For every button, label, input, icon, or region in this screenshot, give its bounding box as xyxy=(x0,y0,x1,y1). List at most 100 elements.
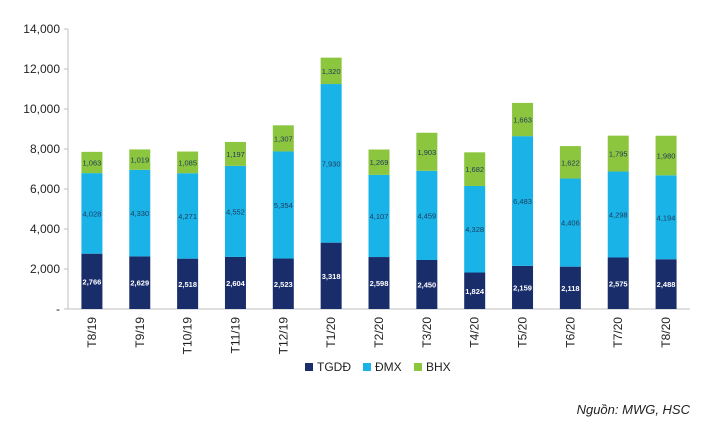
bar-tgdđ-T8-19 xyxy=(81,253,103,309)
data-label: 4,330 xyxy=(130,209,149,218)
y-tick-label: 14,000 xyxy=(23,22,60,36)
data-label: 4,271 xyxy=(178,212,197,221)
data-label: 4,328 xyxy=(465,225,484,234)
x-tick-label: T12/19 xyxy=(276,317,290,355)
bar-tgdđ-T4-20 xyxy=(464,272,486,309)
data-label: 2,629 xyxy=(130,279,149,288)
bar-tgdđ-T1-20 xyxy=(320,242,342,309)
legend-swatch-bhx xyxy=(414,363,422,371)
data-label: 1,307 xyxy=(274,134,293,143)
bar-tgdđ-T9-19 xyxy=(129,256,151,309)
x-tick-label: T4/20 xyxy=(468,317,482,348)
bar-bhx-T2-20 xyxy=(368,149,390,175)
data-label: 2,523 xyxy=(274,280,293,289)
bar-tgdđ-T3-20 xyxy=(416,260,438,309)
data-label: 4,552 xyxy=(226,207,245,216)
legend-label: TGDĐ xyxy=(317,360,351,374)
data-label: 1,795 xyxy=(609,150,628,159)
y-tick-label: 12,000 xyxy=(23,62,60,76)
data-label: 2,488 xyxy=(657,280,676,289)
x-tick-label: T11/19 xyxy=(228,317,242,354)
legend-swatch-tgdđ xyxy=(305,363,313,371)
bar-tgdđ-T2-20 xyxy=(368,257,390,309)
y-tick-label: 10,000 xyxy=(23,102,60,116)
data-label: 2,518 xyxy=(178,280,197,289)
bar-bhx-T1-20 xyxy=(320,57,342,85)
bar-bhx-T8-19 xyxy=(81,151,103,174)
legend-label: ĐMX xyxy=(375,360,402,374)
data-label: 2,575 xyxy=(609,279,628,288)
bar-đmx-T8-20 xyxy=(655,175,677,260)
data-label: 1,682 xyxy=(465,165,484,174)
bar-đmx-T10-19 xyxy=(177,173,199,259)
data-label: 3,318 xyxy=(322,272,341,281)
data-label: 2,450 xyxy=(417,281,436,290)
bar-đmx-T4-20 xyxy=(464,185,486,273)
x-tick-label: T5/20 xyxy=(516,317,530,348)
y-tick-label: - xyxy=(56,302,60,316)
data-label: 5,354 xyxy=(274,201,293,210)
bar-đmx-T12-19 xyxy=(272,151,294,259)
data-label: 4,107 xyxy=(370,212,389,221)
bar-tgdđ-T8-20 xyxy=(655,259,677,309)
x-tick-label: T8/20 xyxy=(659,317,673,348)
data-label: 6,483 xyxy=(513,197,532,206)
data-label: 4,298 xyxy=(609,211,628,220)
bar-đmx-T11-19 xyxy=(224,165,246,257)
bar-đmx-T2-20 xyxy=(368,174,390,258)
x-tick-label: T10/19 xyxy=(181,317,195,355)
bar-tgdđ-T12-19 xyxy=(272,258,294,309)
bar-bhx-T9-19 xyxy=(129,149,151,170)
x-tick-label: T6/20 xyxy=(563,317,577,348)
x-tick-label: T9/19 xyxy=(133,317,147,348)
legend-label: BHX xyxy=(426,360,451,374)
data-label: 1,663 xyxy=(513,116,532,125)
bar-bhx-T7-20 xyxy=(607,135,629,172)
bar-đmx-T1-20 xyxy=(320,84,342,243)
data-label: 1,085 xyxy=(178,158,197,167)
data-label: 2,598 xyxy=(370,279,389,288)
data-label: 1,019 xyxy=(130,156,149,165)
bar-bhx-T10-19 xyxy=(177,151,199,174)
data-label: 2,118 xyxy=(561,284,579,293)
data-label: 4,194 xyxy=(657,213,676,222)
bar-đmx-T7-20 xyxy=(607,171,629,258)
x-tick-label: T3/20 xyxy=(420,317,434,348)
bar-bhx-T3-20 xyxy=(416,132,438,171)
x-tick-label: T8/19 xyxy=(85,317,99,348)
data-label: 1,320 xyxy=(322,67,341,76)
data-label: 2,159 xyxy=(513,283,532,292)
bar-tgdđ-T5-20 xyxy=(512,265,534,309)
data-label: 4,028 xyxy=(83,209,102,218)
bar-bhx-T5-20 xyxy=(512,102,534,137)
data-label: 1,269 xyxy=(370,158,389,167)
data-label: 4,406 xyxy=(561,219,580,228)
y-tick-label: 6,000 xyxy=(30,182,60,196)
bar-bhx-T8-20 xyxy=(655,135,677,176)
data-label: 1,063 xyxy=(83,158,102,167)
bar-tgdđ-T10-19 xyxy=(177,258,199,309)
data-label: 1,824 xyxy=(465,287,485,296)
bar-đmx-T9-19 xyxy=(129,169,151,257)
x-tick-label: T7/20 xyxy=(611,317,625,348)
y-tick-label: 4,000 xyxy=(30,222,60,236)
data-label: 1,197 xyxy=(226,150,245,159)
bar-bhx-T6-20 xyxy=(559,146,581,179)
y-tick-label: 2,000 xyxy=(30,262,60,276)
data-label: 7,930 xyxy=(322,159,341,168)
x-tick-label: T2/20 xyxy=(372,317,386,348)
bar-bhx-T12-19 xyxy=(272,125,294,152)
bar-bhx-T4-20 xyxy=(464,152,486,186)
bar-bhx-T11-19 xyxy=(224,141,246,166)
bar-tgdđ-T7-20 xyxy=(607,257,629,309)
data-label: 1,980 xyxy=(657,152,676,161)
bar-đmx-T8-19 xyxy=(81,173,103,254)
x-tick-label: T1/20 xyxy=(324,317,338,348)
data-label: 2,766 xyxy=(83,277,102,286)
source-note: Nguồn: MWG, HSC xyxy=(576,402,690,417)
data-label: 1,903 xyxy=(417,148,436,157)
legend-swatch-đmx xyxy=(363,363,371,371)
bar-đmx-T6-20 xyxy=(559,178,581,267)
y-tick-label: 8,000 xyxy=(30,142,60,156)
bar-tgdđ-T11-19 xyxy=(224,256,246,309)
